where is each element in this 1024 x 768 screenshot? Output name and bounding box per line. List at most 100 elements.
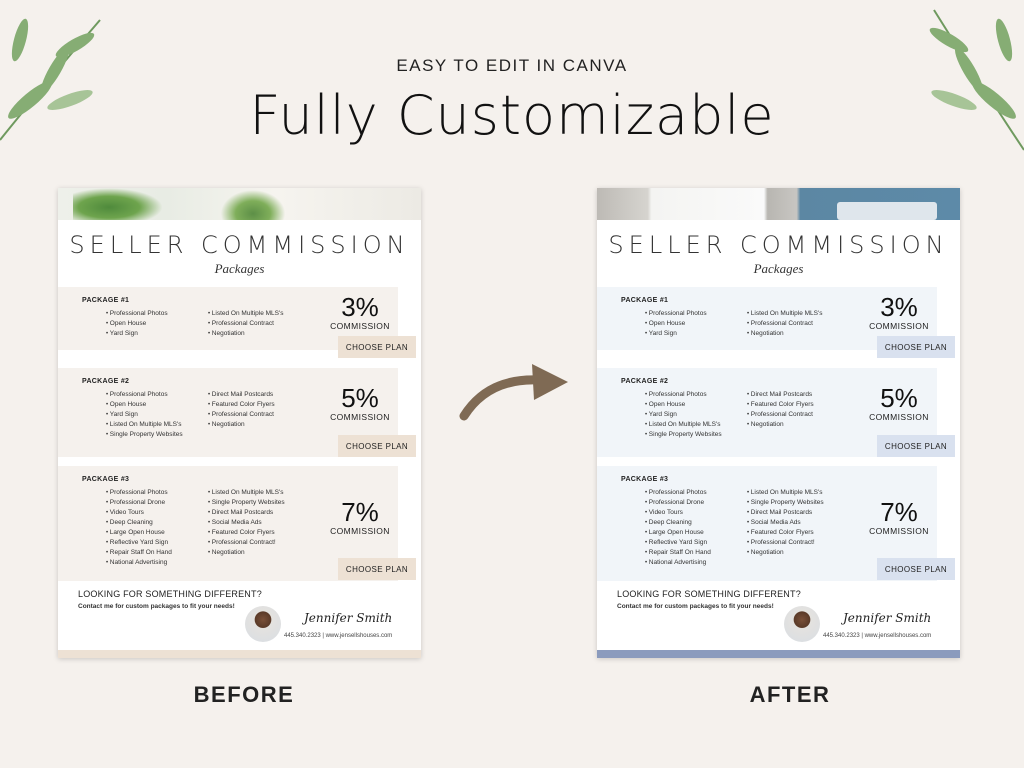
package-name: PACKAGE #2 [621,378,669,385]
footer-heading: LOOKING FOR SOMETHING DIFFERENT? [617,589,801,599]
feature-item: Direct Mail Postcards [208,508,310,518]
feature-list: Professional PhotosProfessional DroneVid… [106,488,208,568]
feature-list: Professional PhotosOpen HouseYard SignLi… [645,390,747,440]
rate-value: 5% [341,383,379,413]
package-name: PACKAGE #1 [621,297,669,304]
feature-item: Repair Staff On Hand [106,548,208,558]
commission-rate: 7% COMMISSION [320,498,400,536]
bottom-bar [58,650,421,658]
feature-item: Negotiation [747,329,849,339]
feature-item: Negotiation [208,420,310,430]
package-card: PACKAGE #3 Professional PhotosProfession… [597,466,955,581]
feature-item: Yard Sign [106,329,208,339]
feature-item: Open House [645,400,747,410]
rate-label: COMMISSION [330,321,390,331]
feature-item: Professional Photos [645,390,747,400]
headline: Fully Customizable [249,84,775,147]
flyer-subtitle: Packages [753,261,804,276]
feature-item: Large Open House [645,528,747,538]
feature-item: Direct Mail Postcards [208,390,310,400]
feature-item: Professional Drone [645,498,747,508]
feature-item: Single Property Websites [645,430,747,440]
package-name: PACKAGE #3 [621,476,669,483]
rate-value: 3% [341,292,379,322]
feature-item: Video Tours [106,508,208,518]
feature-list: Professional PhotosOpen HouseYard Sign [645,309,747,339]
feature-item: Reflective Yard Sign [106,538,208,548]
footer-heading: LOOKING FOR SOMETHING DIFFERENT? [78,589,262,599]
rate-value: 5% [880,383,918,413]
rate-value: 3% [880,292,918,322]
commission-rate: 7% COMMISSION [859,498,939,536]
package-name: PACKAGE #2 [82,378,130,385]
feature-item: Featured Color Flyers [747,400,849,410]
rate-label: COMMISSION [330,412,390,422]
feature-item: Open House [645,319,747,329]
package-card: PACKAGE #3 Professional PhotosProfession… [58,466,416,581]
rate-label: COMMISSION [869,526,929,536]
feature-item: Yard Sign [645,410,747,420]
feature-item: Yard Sign [106,410,208,420]
feature-item: Listed On Multiple MLS's [208,309,310,319]
feature-item: Professional Contract! [208,538,310,548]
before-label: BEFORE [193,682,295,707]
feature-item: Single Property Websites [106,430,208,440]
feature-item: Professional Contract [208,410,310,420]
flyer-subtitle: Packages [214,261,265,276]
choose-plan-button[interactable]: CHOOSE PLAN [877,336,955,358]
agent-contact: 445.340.2323 | www.jensellshouses.com [284,633,393,639]
hero-photo [597,188,960,220]
commission-rate: 3% COMMISSION [859,293,939,331]
feature-item: Professional Contract [208,319,310,329]
package-card: PACKAGE #1 Professional PhotosOpen House… [58,287,416,358]
rate-label: COMMISSION [330,526,390,536]
feature-list: Listed On Multiple MLS'sSingle Property … [208,488,310,568]
feature-item: Professional Photos [106,488,208,498]
package-name: PACKAGE #1 [82,297,130,304]
feature-item: Listed On Multiple MLS's [645,420,747,430]
commission-rate: 5% COMMISSION [859,384,939,422]
feature-item: Deep Cleaning [645,518,747,528]
feature-item: Listed On Multiple MLS's [747,488,849,498]
flyer-title: SELLER COMMISSION [608,231,949,259]
choose-plan-button[interactable]: CHOOSE PLAN [338,558,416,580]
feature-item: Reflective Yard Sign [645,538,747,548]
flyer-title: SELLER COMMISSION [69,231,410,259]
feature-item: Negotiation [747,548,849,558]
feature-item: Open House [106,400,208,410]
feature-item: Negotiation [747,420,849,430]
feature-list: Listed On Multiple MLS'sSingle Property … [747,488,849,568]
feature-item: Deep Cleaning [106,518,208,528]
feature-item: Social Media Ads [208,518,310,528]
flyer-after: SELLER COMMISSION Packages PACKAGE #1 Pr… [597,188,960,658]
agent-avatar [784,606,820,642]
feature-item: Negotiation [208,548,310,558]
after-label: AFTER [749,682,831,707]
feature-list: Direct Mail PostcardsFeatured Color Flye… [208,390,310,440]
rate-value: 7% [880,497,918,527]
feature-item: National Advertising [106,558,208,568]
feature-item: Professional Photos [106,390,208,400]
choose-plan-button[interactable]: CHOOSE PLAN [877,435,955,457]
curved-arrow-icon [459,364,568,421]
feature-item: National Advertising [645,558,747,568]
footer-text: Contact me for custom packages to fit yo… [78,603,235,610]
feature-list: Professional PhotosOpen HouseYard Sign [106,309,208,339]
eyebrow-text: EASY TO EDIT IN CANVA [396,56,628,75]
choose-plan-button[interactable]: CHOOSE PLAN [877,558,955,580]
leaf-branch-left-icon [0,18,101,141]
feature-item: Single Property Websites [747,498,849,508]
package-card: PACKAGE #2 Professional PhotosOpen House… [597,368,955,457]
choose-plan-button[interactable]: CHOOSE PLAN [338,435,416,457]
feature-list: Direct Mail PostcardsFeatured Color Flye… [747,390,849,440]
footer-text: Contact me for custom packages to fit yo… [617,603,774,610]
rate-label: COMMISSION [869,321,929,331]
choose-plan-button[interactable]: CHOOSE PLAN [338,336,416,358]
bottom-bar [597,650,960,658]
feature-item: Listed On Multiple MLS's [208,488,310,498]
feature-item: Negotiation [208,329,310,339]
feature-item: Large Open House [106,528,208,538]
rate-value: 7% [341,497,379,527]
feature-list: Listed On Multiple MLS'sProfessional Con… [208,309,310,339]
hero-photo [58,188,421,220]
